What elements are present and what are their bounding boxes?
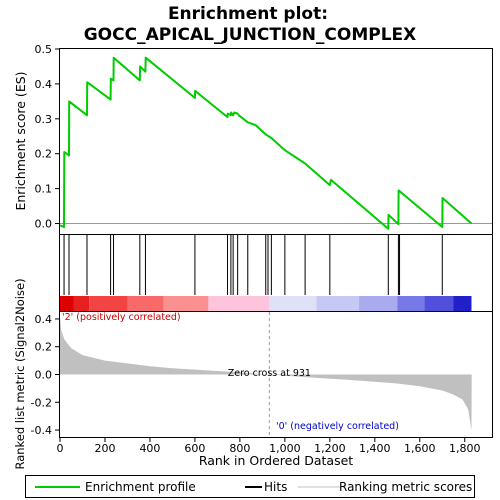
metric-y-tick-label: -0.4 [31, 424, 52, 437]
x-axis-label: Rank in Ordered Dataset [199, 453, 353, 468]
es-y-tick-label: 0.4 [35, 78, 53, 91]
x-tick-label: 800 [229, 442, 250, 455]
x-tick-label: 600 [184, 442, 205, 455]
legend-profile-label: Enrichment profile [85, 480, 196, 494]
es-y-tick-label: 0.0 [35, 218, 53, 231]
metric-y-tick-label: 0.0 [35, 369, 53, 382]
es-y-tick-label: 0.1 [35, 183, 53, 196]
es-y-tick-label: 0.3 [35, 113, 53, 126]
chart-title-line2: GOCC_APICAL_JUNCTION_COMPLEX [84, 25, 417, 45]
enrichment-profile-line [59, 56, 473, 230]
x-tick-label: 0 [57, 442, 64, 455]
rank-bar-segment [316, 296, 360, 311]
x-tick-label: 1,000 [269, 442, 301, 455]
x-tick-label: 1,400 [359, 442, 391, 455]
metric-y-tick-label: 0.4 [35, 313, 53, 326]
negative-correlation-label: '0' (negatively correlated) [276, 421, 399, 432]
rank-bar-segment [269, 296, 317, 311]
positive-correlation-label: '2' (positively correlated) [62, 312, 181, 323]
ranking-metric-area [60, 316, 472, 431]
metric-axis-label: Ranked list metric (Signal2Noise) [13, 278, 27, 469]
rank-bar-segment [397, 296, 425, 311]
rank-bar-segment [163, 296, 209, 311]
metric-y-tick-label: -0.2 [31, 396, 52, 409]
zero-cross-label: Zero cross at 931 [228, 368, 311, 379]
rank-bar-segment [359, 296, 398, 311]
x-tick-label: 200 [94, 442, 115, 455]
legend-metric-label: Ranking metric scores [339, 480, 472, 494]
rank-bar-segment [127, 296, 164, 311]
metric-y-tick-label: 0.2 [35, 341, 53, 354]
rank-bar-segment [424, 296, 454, 311]
es-axis-label: Enrichment score (ES) [13, 71, 28, 210]
x-tick-label: 1,600 [404, 442, 436, 455]
rank-bar-segment [73, 296, 90, 311]
x-tick-label: 400 [139, 442, 160, 455]
rank-bar-segment [89, 296, 128, 311]
rank-bar-segment [453, 296, 472, 311]
x-tick-label: 1,200 [314, 442, 346, 455]
chart-title-line1: Enrichment plot: [168, 4, 328, 24]
es-y-tick-label: 0.5 [35, 43, 53, 56]
x-tick-label: 1,800 [449, 442, 481, 455]
legend-hits-label: Hits [264, 480, 287, 494]
rank-bar-segment [208, 296, 270, 311]
rank-bar-segment [60, 296, 74, 311]
es-y-tick-label: 0.2 [35, 148, 53, 161]
